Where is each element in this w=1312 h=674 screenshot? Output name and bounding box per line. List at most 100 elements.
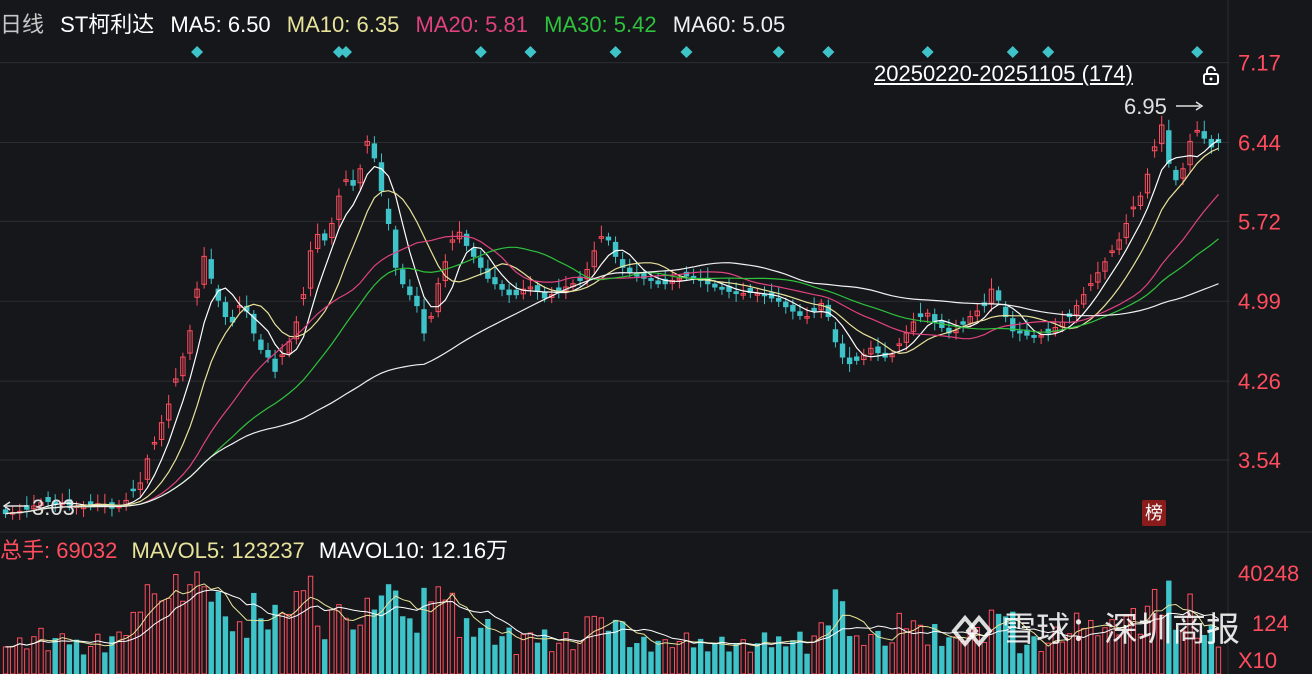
candle-body [1166, 130, 1172, 164]
candle-body [279, 354, 285, 358]
volume-bar [1180, 630, 1186, 674]
volume-bar [1166, 580, 1172, 674]
volume-bar [1038, 651, 1044, 674]
candle-body [591, 250, 597, 268]
candle-body [350, 180, 356, 186]
price-tick-label: 7.17 [1238, 51, 1281, 76]
volume-bar [839, 601, 846, 674]
event-diamond-icon [921, 46, 934, 58]
candle-body [549, 294, 555, 298]
mavol10-line [5, 589, 1219, 648]
volume-bar [173, 574, 179, 674]
volume-bar [109, 636, 115, 674]
volume-bar [690, 647, 697, 674]
candle-body [541, 291, 548, 299]
volume-bar [1187, 593, 1193, 674]
volume-bar [371, 609, 378, 674]
volume-bar [222, 616, 229, 674]
volume-bar [1088, 619, 1094, 674]
candle-body [478, 257, 484, 268]
event-diamond-icon [822, 46, 835, 58]
watermark-text: 雪球：深圳商报 [1002, 611, 1240, 649]
candle-body [1173, 169, 1179, 181]
volume-bar [463, 618, 470, 674]
candle-body [790, 304, 796, 312]
volume-bar [449, 592, 456, 674]
candle-body [527, 286, 534, 290]
candle-body [513, 289, 519, 296]
volume-bar [797, 631, 803, 674]
ma10-label: MA10: 6.35 [286, 12, 400, 37]
volume-header: 总手: 69032 MAVOL5: 123237 MAVOL10: 12.16万 [0, 536, 516, 566]
event-diamond-icon [191, 46, 204, 58]
candle-body [371, 143, 378, 159]
volume-bar [102, 652, 108, 674]
candle-body [1116, 239, 1122, 250]
candle-body [258, 339, 264, 350]
candle-body [407, 286, 413, 296]
candle-body [322, 233, 328, 241]
candle-body [130, 488, 136, 492]
candle-body [329, 223, 335, 238]
volume-bar [59, 633, 65, 674]
period-label[interactable]: 日线 [0, 12, 45, 37]
candle-body [520, 288, 527, 295]
volume-bar [549, 651, 555, 674]
candle-body [1194, 129, 1200, 133]
volume-bar [407, 618, 413, 674]
candle-body [953, 330, 959, 334]
volume-bar [740, 639, 746, 674]
price-axis-ticks: 7.17 6.44 5.72 4.99 4.26 3.54 [1238, 51, 1281, 473]
volume-bar [66, 644, 73, 674]
date-range-label[interactable]: 20250220-20251105 (174) [874, 61, 1133, 86]
volume-bar [336, 604, 342, 674]
candle-body [456, 231, 463, 240]
volume-bar [329, 609, 335, 674]
volume-bar [45, 650, 51, 674]
candle-body [733, 291, 739, 295]
candle-body [470, 248, 477, 257]
high-mark-arrowhead [1195, 101, 1204, 111]
volume-bar [307, 575, 314, 674]
volume-bar [286, 613, 292, 674]
volume-bar [272, 604, 278, 674]
volume-bar [683, 632, 690, 674]
candle-body [783, 301, 789, 308]
volume-bar [236, 621, 243, 674]
candle-body [1159, 124, 1165, 145]
candle-body [875, 346, 881, 354]
lock-icon[interactable] [1200, 64, 1222, 86]
volume-bar [485, 618, 491, 674]
volume-bar [470, 636, 477, 674]
candle-body [421, 309, 427, 334]
volume-bar [995, 613, 1002, 674]
volume-bar [357, 624, 363, 674]
rank-badge[interactable]: 榜 [1142, 500, 1166, 526]
candle-body [1080, 294, 1087, 305]
mavol5-label: MAVOL5: 123237 [131, 538, 305, 563]
candle-body [66, 499, 73, 506]
volume-bar [1017, 653, 1023, 674]
volume-bar [1109, 619, 1115, 674]
event-markers[interactable] [191, 46, 1204, 58]
volume-bar [697, 638, 704, 674]
volume-bar [705, 651, 711, 674]
moving-average-lines [5, 139, 1219, 515]
volume-bar [258, 618, 264, 674]
candle-body [1031, 334, 1037, 338]
volume-bar [584, 616, 590, 674]
ma30-label: MA30: 5.42 [544, 12, 657, 37]
candle-body [1017, 330, 1023, 334]
volume-bar [775, 636, 782, 674]
volume-bar [747, 651, 754, 674]
candle-body [194, 288, 200, 298]
price-tick-label: 3.54 [1238, 448, 1281, 473]
volume-bar [939, 645, 945, 674]
volume-bar [1215, 646, 1222, 674]
candle-body [719, 286, 725, 290]
event-diamond-icon [332, 46, 345, 58]
candle-body [1002, 306, 1009, 318]
volume-bar [400, 616, 406, 674]
candle-body [868, 347, 874, 355]
